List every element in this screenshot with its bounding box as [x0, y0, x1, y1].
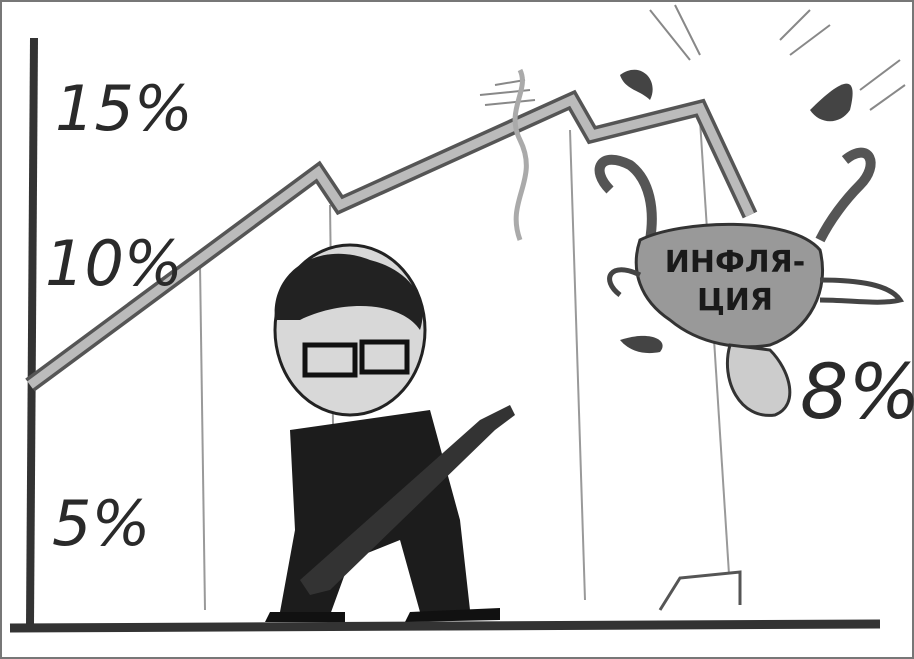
falling-label: 8% [800, 347, 914, 436]
cartoon: ИНФЛЯ- ЦИЯ 15% 10% 5% 8% [0, 0, 914, 659]
x-axis [10, 624, 880, 628]
axis-label: 10% [45, 227, 183, 300]
bird-text: ЦИЯ [697, 283, 773, 318]
y-axis [30, 38, 34, 625]
axis-label: 5% [52, 487, 150, 560]
axis-label: 15% [55, 72, 193, 145]
bird-text: ИНФЛЯ- [665, 245, 805, 280]
